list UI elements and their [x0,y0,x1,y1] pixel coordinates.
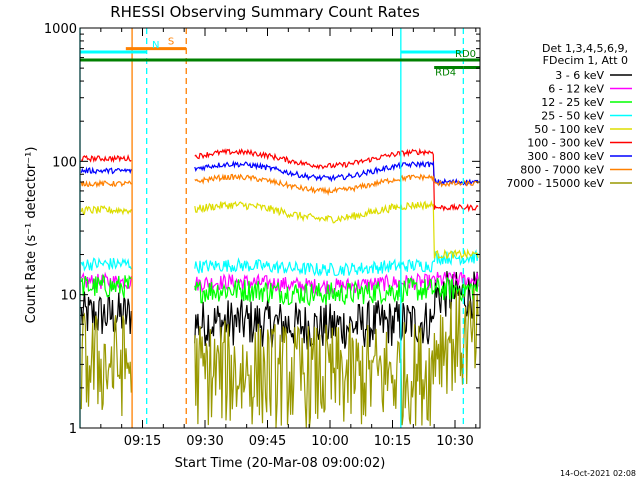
footer-timestamp: 14-Oct-2021 02:08 [560,469,636,478]
chart-title: RHESSI Observing Summary Count Rates [110,3,420,21]
state-bar-label: S [168,37,174,48]
x-tick-label: 09:45 [249,434,286,449]
series-line [80,179,132,189]
legend-entry: 6 - 12 keV [548,83,604,96]
legend-header: FDecim 1, Att 0 [543,54,628,67]
series-line [80,205,132,216]
legend-entry: 300 - 800 keV [527,150,604,163]
state-bar-label: RD4 [435,68,456,79]
series-line [194,249,479,277]
series-line [80,154,132,164]
series-line [194,277,479,307]
legend-header: Det 1,3,4,5,6,9, [542,42,628,55]
legend-entry: 3 - 6 keV [555,69,604,82]
series-line [80,166,132,175]
x-tick-label: 09:15 [124,434,161,449]
series-line [194,159,479,187]
plot-area: SN RD0 RD4 [79,28,480,428]
x-tick-label: 09:30 [186,434,223,449]
series-line [80,271,132,291]
plot-frame [79,27,481,429]
series-line [194,147,479,213]
x-tick-label: 10:30 [436,434,473,449]
x-tick-label: 10:00 [311,434,348,449]
x-tick-label: 10:15 [374,434,411,449]
series-line [194,288,479,428]
y-tick-label: 1000 [44,22,77,37]
legend-entry: 25 - 50 keV [541,110,604,123]
legend-entry: 100 - 300 keV [527,137,604,150]
series-line [80,273,132,299]
series-line [194,199,479,260]
series-line [80,256,132,272]
series-line [194,173,479,196]
x-axis-label: Start Time (20-Mar-08 09:00:02) [175,456,386,471]
series-line [194,271,479,350]
state-bar-label: N [152,40,159,51]
axes: 1 10 100 1000 09:15 09:30 09:45 10:00 10:15 10:30 [44,22,480,449]
legend-entry: 7000 - 15000 keV [506,177,604,190]
series-line [80,312,132,417]
legend-entry: 800 - 7000 keV [520,164,604,177]
y-axis-label: Count Rate (s⁻¹ detector⁻¹) [24,147,39,324]
y-tick-label: 100 [52,155,77,170]
y-tick-label: 1 [69,422,77,437]
legend: Det 1,3,4,5,6,9,FDecim 1, Att 0 3 - 6 keV… [506,42,632,190]
legend-entry: 50 - 100 keV [534,123,604,136]
state-bar-label: RD0 [455,49,476,60]
legend-entry: 12 - 25 keV [541,96,604,109]
y-tick-label: 10 [60,289,77,304]
